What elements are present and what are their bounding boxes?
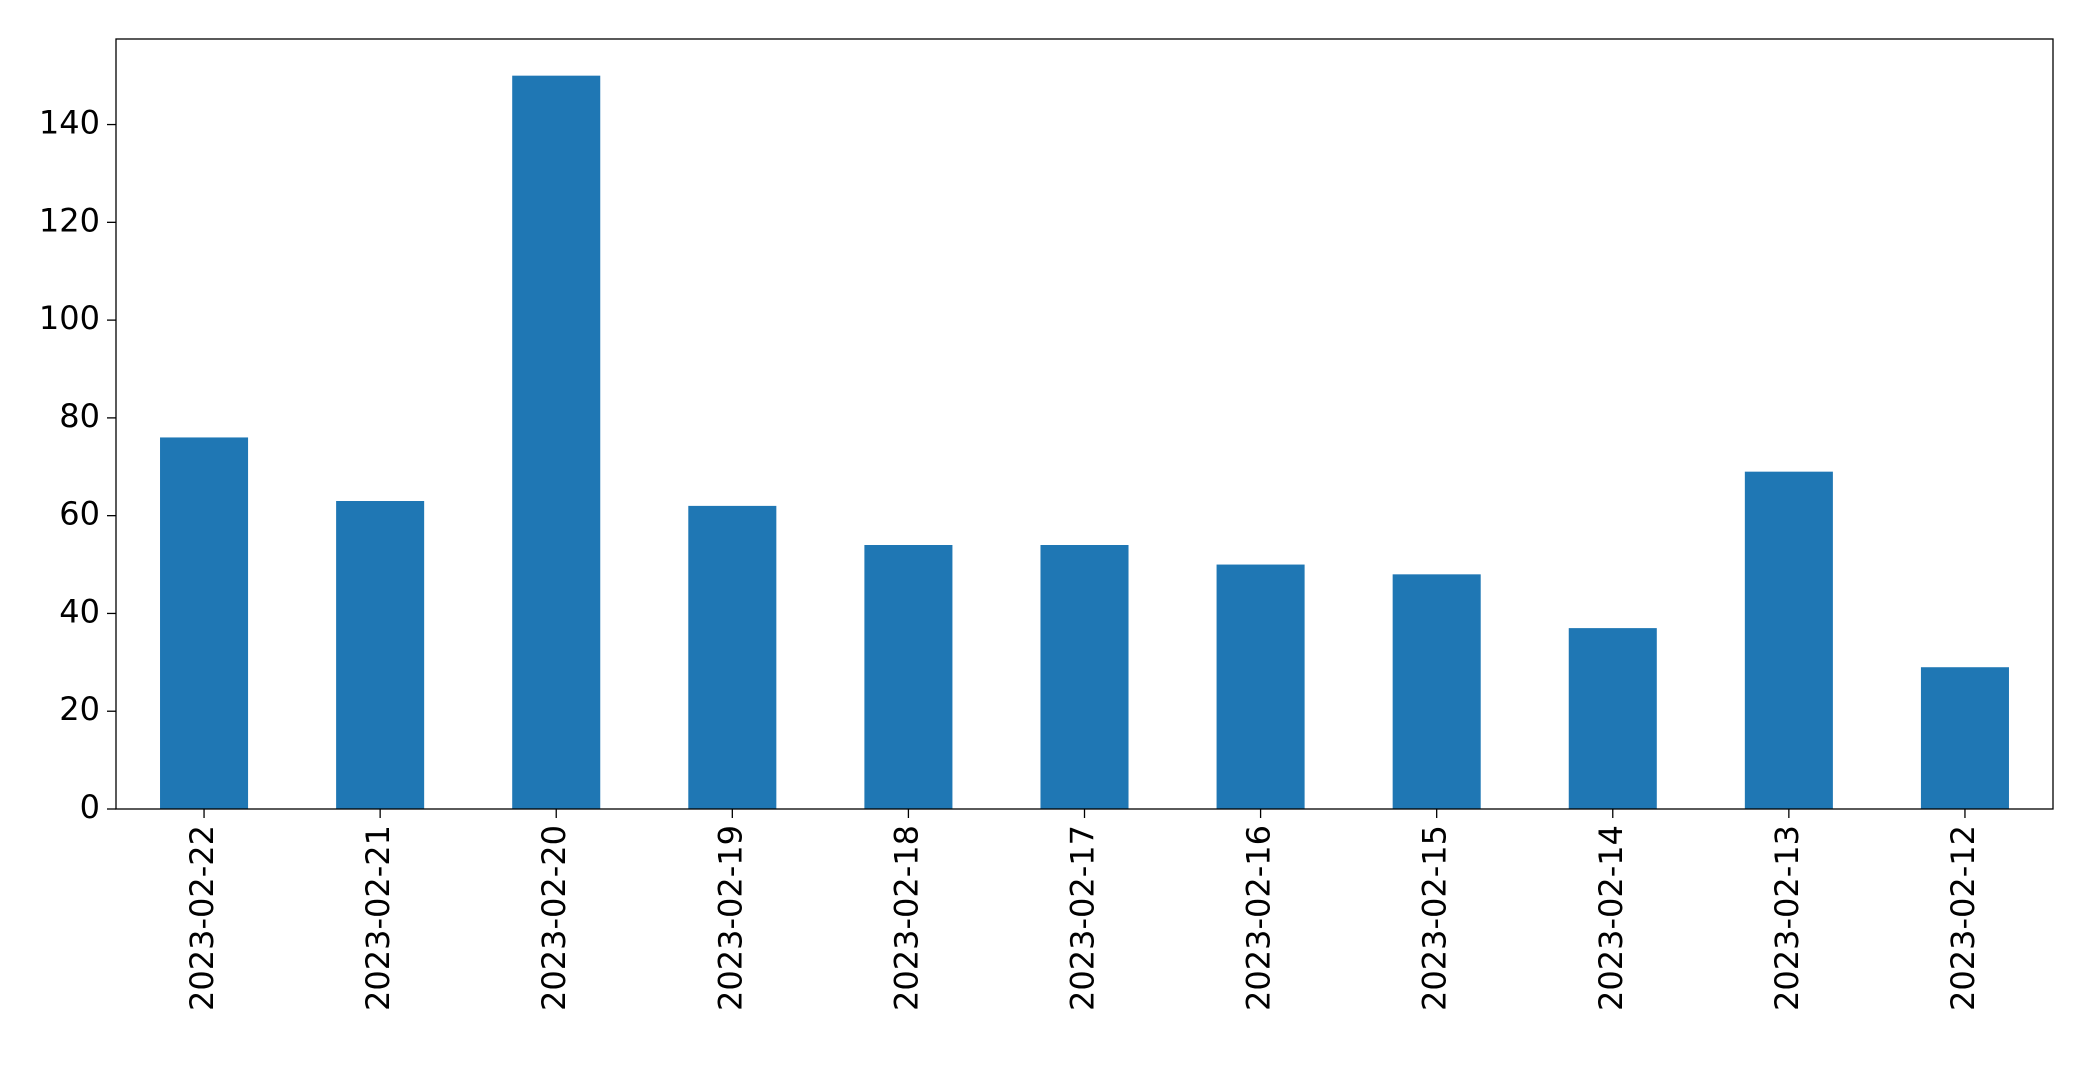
bar	[160, 437, 249, 809]
y-tick-label: 80	[59, 397, 100, 435]
bar	[1920, 667, 2009, 809]
x-tick-label: 2023-02-13	[1768, 825, 1806, 1011]
x-tick-label: 2023-02-19	[711, 825, 749, 1011]
x-tick-label: 2023-02-20	[535, 825, 573, 1011]
y-tick-label: 120	[39, 201, 100, 239]
bar	[688, 505, 777, 809]
bar	[1744, 471, 1833, 809]
bar	[1216, 564, 1305, 809]
x-tick-label: 2023-02-14	[1592, 825, 1630, 1011]
y-tick-label: 40	[59, 592, 100, 630]
bar	[1568, 628, 1657, 809]
bar	[864, 545, 953, 809]
y-tick-label: 140	[39, 104, 100, 142]
x-tick-label: 2023-02-17	[1064, 825, 1102, 1011]
bar	[336, 501, 425, 809]
y-tick-label: 60	[59, 495, 100, 533]
plot-frame	[115, 38, 2054, 810]
x-tick-label: 2023-02-16	[1240, 825, 1278, 1011]
y-tick-label: 20	[59, 690, 100, 728]
bar	[1040, 545, 1129, 809]
y-tick-label: 0	[80, 788, 100, 826]
x-tick-label: 2023-02-18	[887, 825, 925, 1011]
x-tick-label: 2023-02-12	[1944, 825, 1982, 1011]
x-tick-label: 2023-02-21	[359, 825, 397, 1011]
bar	[1392, 574, 1481, 809]
x-tick-label: 2023-02-15	[1416, 825, 1454, 1011]
x-tick-label: 2023-02-22	[183, 825, 221, 1011]
bar	[512, 75, 601, 809]
y-tick-label: 100	[39, 299, 100, 337]
